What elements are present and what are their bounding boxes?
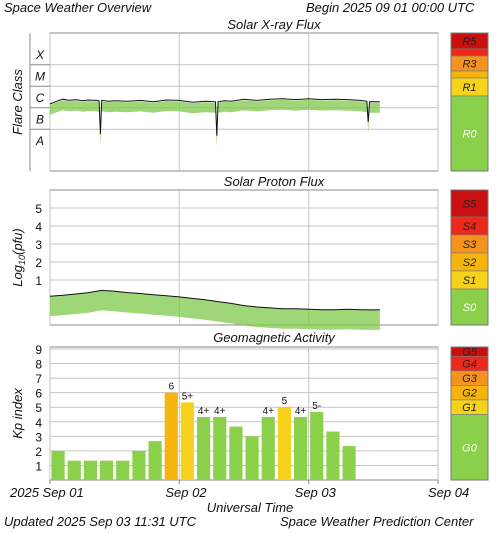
proton-axis-label: Log10(pfu): [10, 228, 27, 286]
proton-tick-label: 4: [35, 220, 42, 234]
xray-level-label: R0: [462, 129, 477, 141]
proton-scale-frame: [450, 189, 489, 326]
kp-bar-label: 4+: [214, 406, 226, 417]
updated-time: Updated 2025 Sep 03 11:31 UTC: [4, 514, 197, 529]
x-tick-label: Sep 02: [165, 485, 207, 500]
kp-level-label: G4: [462, 359, 477, 371]
xray-tick-label: A: [35, 134, 44, 148]
kp-bar-label: 5-: [312, 401, 321, 412]
kp-bar: [197, 416, 211, 480]
kp-bar-label: 5+: [182, 391, 194, 402]
kp-level-label: G5: [462, 347, 478, 359]
page-title: Space Weather Overview: [4, 0, 152, 15]
kp-panel-title: Geomagnetic Activity: [213, 330, 336, 345]
kp-tick-label: 9: [35, 343, 42, 357]
kp-bar: [342, 446, 356, 480]
kp-bar-label: 4+: [295, 406, 307, 417]
xray-axis-label: Flare Class: [10, 69, 25, 135]
x-tick-label: Sep 03: [295, 485, 337, 500]
proton-flux-band: [50, 290, 380, 330]
proton-level-label: S5: [463, 199, 477, 211]
kp-level-label: G0: [462, 442, 478, 454]
kp-bar: [310, 412, 324, 480]
xray-level-: [450, 70, 489, 79]
x-tick-label: 2025 Sep 01: [9, 485, 84, 500]
kp-bar-label: 4+: [198, 406, 210, 417]
proton-level-s5: [450, 189, 489, 218]
kp-axis-label: Kp index: [10, 388, 25, 439]
kp-bar: [180, 402, 194, 480]
kp-bar: [164, 392, 178, 480]
proton-flux-line: [49, 289, 380, 311]
kp-tick-label: 8: [35, 358, 42, 372]
kp-tick-label: 7: [35, 372, 42, 386]
proton-level-s0: [450, 288, 489, 326]
proton-level-label: S1: [463, 275, 476, 287]
kp-bar: [326, 431, 340, 480]
kp-bar: [51, 450, 65, 480]
proton-level-label: S4: [463, 221, 476, 233]
kp-bar-label: 6: [168, 382, 174, 393]
kp-bar: [229, 426, 243, 480]
proton-tick-label: 3: [35, 238, 42, 252]
kp-tick-label: 1: [35, 459, 42, 473]
kp-frame: [49, 346, 439, 481]
kp-tick-label: 4: [35, 416, 42, 430]
kp-bar: [100, 460, 114, 480]
xray-scale-frame: [450, 32, 489, 172]
proton-level-label: S3: [463, 239, 477, 251]
xray-tick-label: M: [35, 70, 45, 84]
proton-tick-label: 2: [35, 256, 42, 270]
x-tick-label: Sep 04: [428, 485, 469, 500]
kp-tick-label: 2: [35, 445, 42, 459]
kp-bar-label: 5: [282, 396, 288, 407]
kp-scale-frame: [450, 346, 489, 481]
xray-tick-label: B: [36, 113, 44, 127]
kp-bar: [116, 460, 130, 480]
xray-level-label: R3: [462, 59, 477, 71]
kp-tick-label: 5: [35, 401, 42, 415]
xray-flux-line: [49, 98, 380, 136]
xray-level-label: R1: [462, 82, 476, 94]
kp-bar: [277, 407, 291, 480]
kp-level-g0: [450, 414, 489, 481]
begin-time: Begin 2025 09 01 00:00 UTC: [306, 0, 475, 15]
proton-tick-label: 5: [35, 202, 42, 216]
kp-bar: [213, 416, 227, 480]
kp-bar: [245, 436, 259, 480]
kp-level-label: G2: [462, 388, 477, 400]
xray-tick-label: X: [35, 48, 45, 62]
proton-level-label: S2: [463, 257, 476, 269]
kp-bar: [67, 460, 81, 480]
x-axis-label: Universal Time: [207, 500, 294, 515]
kp-level-label: G1: [462, 402, 477, 414]
proton-level-label: S0: [463, 302, 477, 314]
kp-bar: [261, 416, 275, 480]
kp-tick-label: 3: [35, 430, 42, 444]
kp-bar: [83, 460, 97, 480]
credit: Space Weather Prediction Center: [280, 514, 474, 529]
kp-bar: [294, 416, 308, 480]
proton-tick-label: 1: [35, 274, 42, 288]
proton-panel-title: Solar Proton Flux: [224, 174, 325, 189]
xray-panel-title: Solar X-ray Flux: [227, 17, 321, 32]
kp-bar: [148, 441, 162, 480]
xray-level-: [450, 48, 489, 57]
xray-tick-label: C: [36, 91, 45, 105]
xray-level-label: R5: [462, 36, 477, 48]
kp-bar-label: 4+: [263, 406, 275, 417]
kp-level-label: G3: [462, 373, 478, 385]
kp-tick-label: 6: [35, 387, 42, 401]
xray-flux-band: [50, 99, 380, 147]
kp-bar: [132, 450, 146, 480]
